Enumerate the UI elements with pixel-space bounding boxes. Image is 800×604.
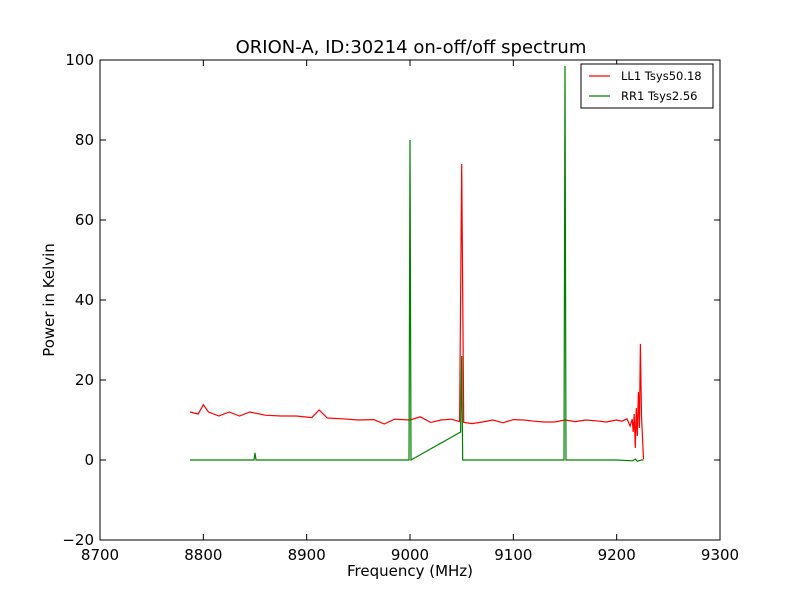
y-tick-label: 60 bbox=[75, 211, 94, 229]
y-ticks: −20 0 20 40 60 80 100 bbox=[62, 51, 720, 549]
y-tick-label: 80 bbox=[75, 131, 94, 149]
x-tick-label: 9100 bbox=[494, 546, 532, 564]
x-tick-label: 9300 bbox=[701, 546, 739, 564]
x-tick-label: 8700 bbox=[81, 546, 119, 564]
x-tick-label: 9000 bbox=[391, 546, 429, 564]
y-tick-label: 100 bbox=[65, 51, 94, 69]
x-ticks: 8700 8800 8900 9000 9100 9200 9300 bbox=[81, 60, 739, 564]
legend-label-rr1: RR1 Tsys2.56 bbox=[621, 89, 697, 103]
x-tick-label: 8900 bbox=[288, 546, 326, 564]
legend-label-ll1: LL1 Tsys50.18 bbox=[621, 69, 702, 83]
series-line-1 bbox=[189, 65, 644, 462]
y-axis-label: Power in Kelvin bbox=[40, 243, 58, 357]
y-tick-label: 40 bbox=[75, 291, 94, 309]
x-tick-label: 8800 bbox=[184, 546, 222, 564]
y-tick-label: 20 bbox=[75, 371, 94, 389]
series-layer bbox=[189, 65, 645, 462]
series-line-0 bbox=[189, 163, 645, 460]
chart-title: ORION-A, ID:30214 on-off/off spectrum bbox=[236, 37, 587, 58]
y-tick-label: 0 bbox=[84, 451, 94, 469]
x-tick-label: 9200 bbox=[598, 546, 636, 564]
y-tick-label: −20 bbox=[62, 531, 94, 549]
legend: LL1 Tsys50.18 RR1 Tsys2.56 bbox=[580, 63, 714, 109]
x-axis-label: Frequency (MHz) bbox=[347, 562, 473, 580]
plot-area: 8700 8800 8900 9000 9100 9200 9300 −2002040608… bbox=[62, 51, 739, 564]
legend-box bbox=[580, 63, 714, 109]
